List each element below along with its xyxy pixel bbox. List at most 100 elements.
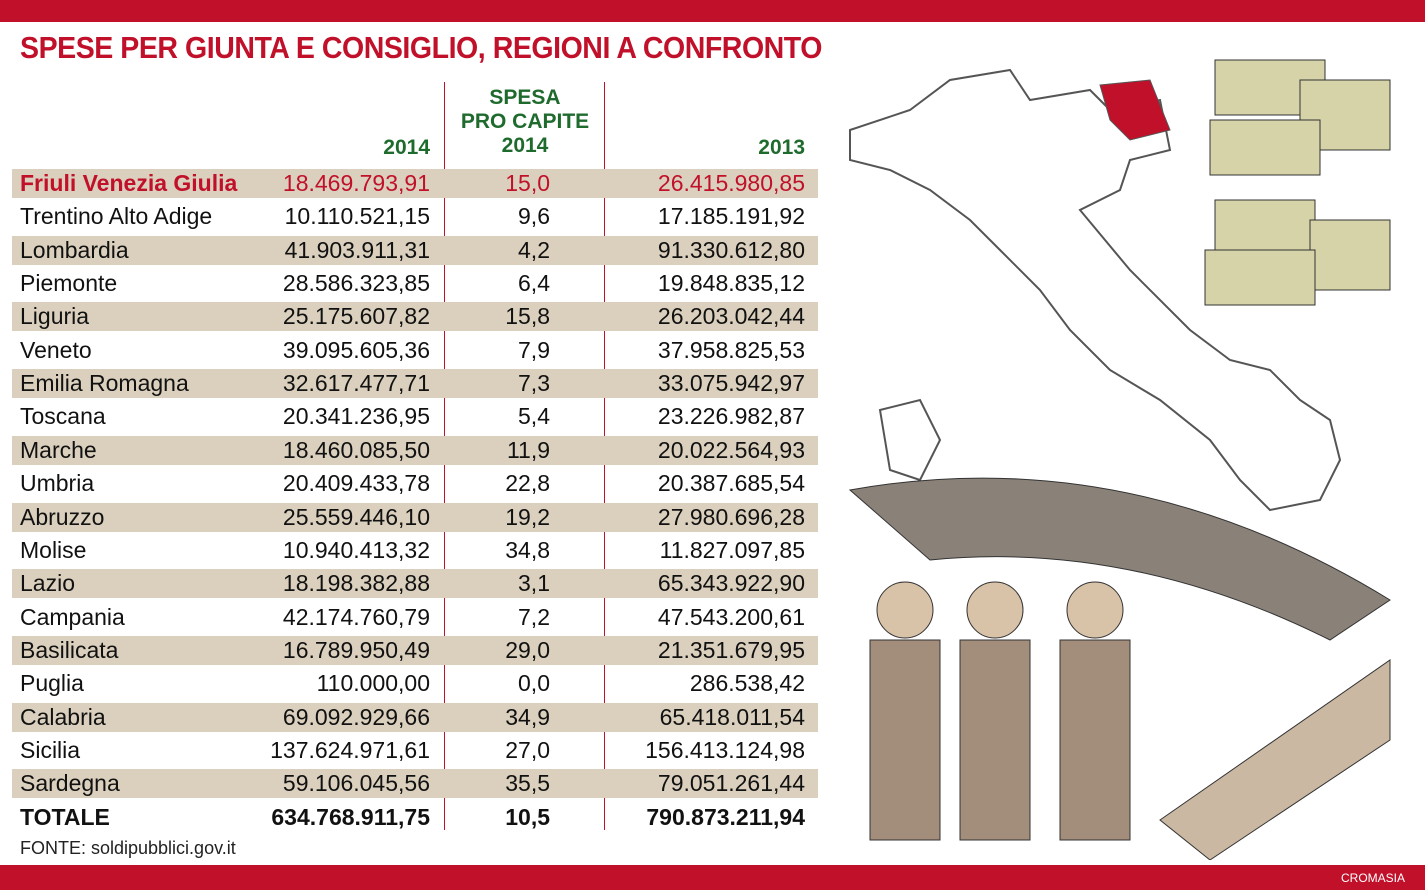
cell-value: 79.051.261,44 (657, 770, 805, 797)
cell-value: 20.022.564,93 (657, 436, 805, 463)
cell-value: 0,0 (518, 670, 550, 697)
cell-value: 21.351.679,95 (657, 636, 805, 663)
money (1204, 59, 1391, 306)
cell-value: 47.543.200,61 (657, 603, 805, 630)
cell-value: 20.341.236,95 (282, 403, 430, 430)
cell-value: 790.873.211,94 (646, 803, 805, 830)
region-name: TOTALE (20, 803, 110, 830)
source: FONTE: soldipubblici.gov.it (20, 838, 236, 858)
cell-value: 33.075.942,97 (657, 370, 805, 397)
cell-value: 32.617.477,71 (282, 370, 430, 397)
cell-value: 25.559.446,10 (282, 503, 430, 530)
cell-value: 27,0 (505, 736, 550, 763)
row-shade (12, 435, 818, 465)
cell-value: 28.586.323,85 (282, 270, 430, 297)
region-name: Sicilia (20, 736, 81, 763)
cell-value: 286.538,42 (689, 670, 805, 697)
cell-value: 156.413.124,98 (645, 736, 805, 763)
cell-value: 34,9 (505, 703, 550, 730)
cell-value: 34,8 (505, 536, 550, 563)
cell-value: 91.330.612,80 (657, 236, 805, 263)
header: 2014 (383, 136, 430, 159)
cell-value: 110.000,00 (316, 670, 430, 697)
cell-value: 39.095.605,36 (282, 336, 430, 363)
map-island (878, 398, 942, 482)
region-name: Friuli Venezia Giulia (20, 170, 238, 196)
assembly (848, 477, 1391, 641)
cell-value: 22,8 (505, 470, 550, 497)
region-name: Marche (20, 436, 97, 463)
cell-value: 7,3 (518, 370, 550, 397)
row-shade (12, 769, 818, 799)
row-shade (12, 569, 818, 599)
cell-value: 15,0 (505, 170, 550, 196)
region-name: Lazio (20, 570, 75, 597)
cell-value: 11.827.097,85 (659, 536, 805, 563)
cell-value: 634.768.911,75 (271, 803, 430, 830)
region-name: Abruzzo (20, 503, 105, 530)
row-shade (12, 502, 818, 532)
region-name: Veneto (20, 336, 92, 363)
region-name: Toscana (20, 403, 106, 430)
cell-value: 3,1 (518, 570, 550, 597)
cell-value: 35,5 (505, 770, 550, 797)
cell-value: 7,2 (518, 603, 550, 630)
cell-value: 18.460.085,50 (282, 436, 430, 463)
cell-value: 23.226.982,87 (657, 403, 805, 430)
region-name: Umbria (20, 470, 95, 497)
cell-value: 25.175.607,82 (282, 303, 430, 330)
cell-value: 9,6 (518, 203, 550, 230)
cell-value: 137.624.971,61 (270, 736, 430, 763)
cell-value: 11,9 (506, 436, 550, 463)
cell-value: 42.174.760,79 (282, 603, 430, 630)
region-name: Campania (20, 603, 125, 630)
cell-value: 20.409.433,78 (282, 470, 430, 497)
region-name: Puglia (20, 670, 84, 697)
region-name: Piemonte (20, 270, 118, 297)
region-name: Calabria (20, 703, 106, 730)
cell-value: 37.958.825,53 (657, 336, 805, 363)
region-name: Sardegna (20, 770, 120, 797)
cell-value: 18.469.793,91 (282, 170, 430, 196)
cell-value: 65.343.922,90 (657, 570, 805, 597)
cell-value: 19,2 (505, 503, 550, 530)
region-name: Lombardia (20, 236, 129, 263)
cell-value: 10.940.413,32 (282, 536, 430, 563)
cell-value: 15,8 (505, 303, 550, 330)
cell-value: 16.789.950,49 (282, 636, 430, 663)
cell-value: 6,4 (518, 270, 550, 297)
header: SPESA PRO CAPITE 2014 (450, 86, 600, 158)
cell-value: 10.110.521,15 (284, 203, 430, 230)
figures (869, 581, 1131, 841)
header: 2013 (758, 136, 805, 159)
row-shade (12, 369, 818, 399)
row-shade (12, 702, 818, 732)
cell-value: 65.418.011,54 (659, 703, 805, 730)
region-name: Molise (20, 536, 87, 563)
header-line: SPESA (489, 86, 561, 109)
cell-value: 7,9 (518, 336, 550, 363)
region-name: Trentino Alto Adige (20, 203, 213, 230)
row-shade (12, 169, 818, 198)
region-name: Basilicata (20, 636, 119, 663)
cell-value: 18.198.382,88 (282, 570, 430, 597)
cell-value: 20.387.685,54 (657, 470, 805, 497)
cell-value: 26.415.980,85 (657, 170, 805, 196)
assembly-base (1159, 659, 1391, 860)
cell-value: 26.203.042,44 (657, 303, 805, 330)
row-shade (12, 302, 818, 332)
region-name: Emilia Romagna (20, 370, 189, 397)
credit: CROMASIA (1340, 871, 1405, 885)
header-line: PRO CAPITE (460, 110, 590, 133)
cell-value: 5,4 (518, 403, 550, 430)
cell-value: 4,2 (518, 236, 550, 263)
bottom-bar (0, 865, 1425, 890)
cell-value: 59.106.045,56 (282, 770, 430, 797)
cell-value: 27.980.696,28 (657, 503, 805, 530)
cell-value: 41.903.911,31 (284, 236, 430, 263)
cell-value: 10,5 (505, 803, 550, 830)
cell-value: 69.092.929,66 (282, 703, 430, 730)
illustration (848, 59, 1391, 860)
title: SPESE PER GIUNTA E CONSIGLIO, REGIONI A … (20, 30, 822, 65)
